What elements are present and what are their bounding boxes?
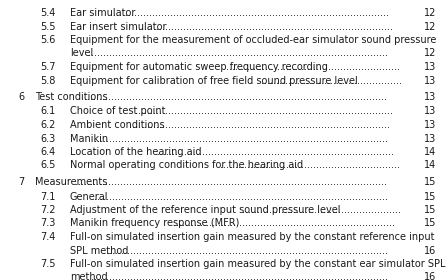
Text: Measurements: Measurements [35, 177, 108, 187]
Text: 6.5: 6.5 [40, 160, 56, 171]
Text: 5.7: 5.7 [40, 62, 56, 72]
Text: 7.2: 7.2 [40, 205, 56, 215]
Text: 14: 14 [424, 160, 436, 171]
Text: Normal operating conditions for the hearing aid: Normal operating conditions for the hear… [70, 160, 303, 171]
Text: ................................................................................: ........................................… [113, 8, 389, 18]
Text: ................................................................................: ........................................… [135, 106, 393, 116]
Text: 15: 15 [424, 192, 436, 202]
Text: ............................................................: ........................................… [220, 160, 400, 171]
Text: level: level [70, 48, 93, 59]
Text: 6: 6 [18, 92, 24, 102]
Text: 7.3: 7.3 [40, 218, 56, 228]
Text: 13: 13 [424, 106, 436, 116]
Text: Equipment for automatic sweep frequency recording: Equipment for automatic sweep frequency … [70, 62, 328, 72]
Text: Equipment for calibration of free field sound pressure level: Equipment for calibration of free field … [70, 76, 358, 85]
Text: 12: 12 [424, 22, 436, 32]
Text: Adjustment of the reference input sound pressure level: Adjustment of the reference input sound … [70, 205, 340, 215]
Text: 16: 16 [424, 246, 436, 255]
Text: 13: 13 [424, 62, 436, 72]
Text: 6.3: 6.3 [40, 134, 55, 143]
Text: ................................................................................: ........................................… [94, 134, 388, 143]
Text: Ambient conditions: Ambient conditions [70, 120, 164, 130]
Text: Manikin: Manikin [70, 134, 108, 143]
Text: ................................................................................: ........................................… [75, 177, 387, 187]
Text: ..........................................................: ........................................… [226, 62, 401, 72]
Text: 5.6: 5.6 [40, 35, 56, 45]
Text: ................................................................................: ........................................… [129, 120, 390, 130]
Text: 13: 13 [424, 76, 436, 85]
Text: 7.5: 7.5 [40, 259, 56, 269]
Text: ................................................................................: ........................................… [94, 192, 388, 202]
Text: 13: 13 [424, 134, 436, 143]
Text: Test conditions: Test conditions [35, 92, 108, 102]
Text: ................................................................................: ........................................… [84, 92, 387, 102]
Text: ................................................................................: ........................................… [88, 48, 388, 59]
Text: 13: 13 [424, 92, 436, 102]
Text: ..........................................................................: ........................................… [173, 218, 395, 228]
Text: 12: 12 [424, 48, 436, 59]
Text: 7.4: 7.4 [40, 232, 56, 242]
Text: method: method [70, 272, 108, 280]
Text: 6.1: 6.1 [40, 106, 55, 116]
Text: Full-on simulated insertion gain measured by the constant ear simulator SPL: Full-on simulated insertion gain measure… [70, 259, 445, 269]
Text: SPL method: SPL method [70, 246, 129, 255]
Text: 15: 15 [424, 205, 436, 215]
Text: 13: 13 [424, 120, 436, 130]
Text: Full-on simulated insertion gain measured by the constant reference input: Full-on simulated insertion gain measure… [70, 232, 435, 242]
Text: ................................................................................: ........................................… [135, 22, 393, 32]
Text: Ear simulator: Ear simulator [70, 8, 135, 18]
Text: ...............................................: ........................................… [261, 76, 402, 85]
Text: ................................................................................: ........................................… [91, 272, 388, 280]
Text: ................................................................................: ........................................… [103, 246, 388, 255]
Text: 15: 15 [424, 177, 436, 187]
Text: Location of the hearing aid: Location of the hearing aid [70, 147, 202, 157]
Text: Manikin frequency response (MFR): Manikin frequency response (MFR) [70, 218, 239, 228]
Text: 12: 12 [424, 8, 436, 18]
Text: 15: 15 [424, 218, 436, 228]
Text: Equipment for the measurement of occluded-ear simulator sound pressure: Equipment for the measurement of occlude… [70, 35, 436, 45]
Text: 5.4: 5.4 [40, 8, 56, 18]
Text: .....................................................: ........................................… [242, 205, 401, 215]
Text: 5.8: 5.8 [40, 76, 56, 85]
Text: ...............................................................................: ........................................… [157, 147, 394, 157]
Text: General: General [70, 192, 108, 202]
Text: Ear insert simulator: Ear insert simulator [70, 22, 167, 32]
Text: 16: 16 [424, 272, 436, 280]
Text: 7.1: 7.1 [40, 192, 56, 202]
Text: Choice of test point: Choice of test point [70, 106, 165, 116]
Text: 14: 14 [424, 147, 436, 157]
Text: 5.5: 5.5 [40, 22, 56, 32]
Text: 6.2: 6.2 [40, 120, 56, 130]
Text: 6.4: 6.4 [40, 147, 55, 157]
Text: 7: 7 [18, 177, 24, 187]
